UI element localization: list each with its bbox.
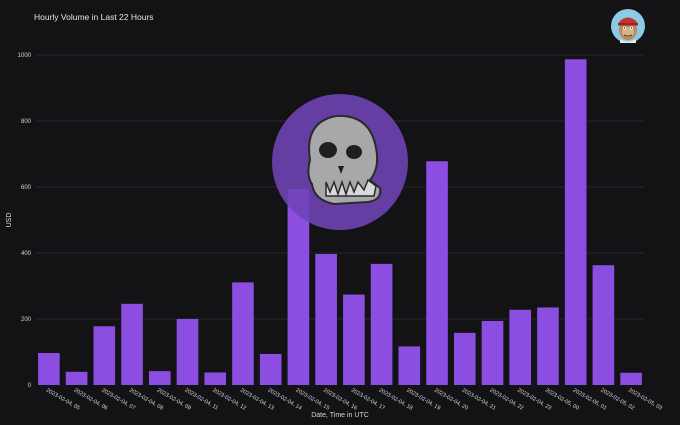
bar: [509, 309, 532, 385]
bar: [148, 371, 171, 385]
bar: [93, 326, 116, 385]
y-tick-label: 800: [21, 119, 32, 125]
x-axis-label: Date, Time in UTC: [311, 412, 369, 419]
bar: [176, 319, 199, 385]
bar: [453, 332, 476, 385]
bars: [38, 59, 642, 385]
bar: [592, 265, 615, 385]
bar: [65, 371, 88, 385]
bar: [232, 282, 254, 385]
bar: [481, 320, 504, 385]
chart-title: Hourly Volume in Last 22 Hours: [34, 12, 154, 22]
bar: [259, 353, 282, 385]
bar: [537, 307, 559, 385]
bar: [287, 188, 310, 385]
bar: [564, 59, 587, 385]
bar: [343, 294, 365, 385]
ape-skull-logo: [272, 94, 408, 230]
y-tick-label: 1000: [18, 53, 32, 59]
skull-nose: [338, 166, 344, 174]
bar: [121, 303, 143, 385]
bar: [315, 253, 337, 385]
bar: [426, 161, 448, 385]
y-tick-label: 200: [21, 317, 32, 323]
y-tick-label: 0: [28, 383, 32, 389]
bar: [204, 372, 227, 385]
avatar-icon: [611, 9, 645, 43]
skull-teeth: [325, 178, 377, 197]
skull-eye-left: [319, 142, 337, 158]
y-axis-label: USD: [6, 213, 13, 228]
skull-eye-right: [346, 145, 362, 159]
bar: [38, 352, 60, 385]
bar: [398, 346, 421, 385]
bar: [370, 263, 393, 385]
y-tick-label: 400: [21, 251, 32, 257]
bar: [620, 372, 642, 385]
y-tick-label: 600: [21, 185, 32, 191]
